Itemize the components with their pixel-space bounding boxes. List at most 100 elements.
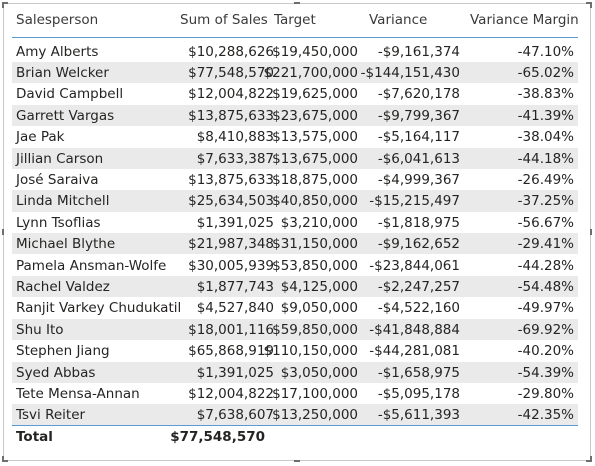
cell-salesperson: Brian Welcker	[16, 64, 109, 81]
column-header-sum-of-sales[interactable]: Sum of Sales	[180, 12, 268, 28]
cell-sum-of-sales: $12,004,822	[188, 385, 274, 402]
table-row[interactable]: Jillian Carson $7,633,387 $13,675,000 -$6,0…	[12, 147, 578, 169]
table-row[interactable]: Garrett Vargas $13,875,633 $23,675,000 -$9,…	[12, 104, 578, 127]
cell-salesperson: Tsvi Reiter	[16, 407, 86, 424]
table-row[interactable]: Rachel Valdez $1,877,743 $4,125,000 -$2,247…	[12, 275, 578, 298]
cell-sum-of-sales: $21,987,348	[188, 236, 274, 253]
cell-sum-of-sales: $1,391,025	[196, 364, 274, 381]
cell-variance-margin: -38.83%	[517, 86, 574, 103]
resize-handle-top[interactable]	[294, 2, 300, 4]
column-header-variance-margin[interactable]: Variance Margin	[470, 12, 579, 28]
cell-variance-margin: -56.67%	[517, 214, 574, 231]
cell-variance-margin: -40.20%	[517, 343, 574, 360]
cell-variance-margin: -26.49%	[517, 171, 574, 188]
cell-salesperson: Pamela Ansman-Wolfe	[16, 257, 167, 274]
cell-variance: -$144,151,430	[360, 64, 460, 81]
cell-salesperson: Shu Ito	[16, 321, 64, 338]
table-row[interactable]: Linda Mitchell $25,634,503 $40,850,000 -$15…	[12, 190, 578, 212]
table-row[interactable]: Tete Mensa-Annan $12,004,822 $17,100,000 -$…	[12, 383, 578, 404]
cell-target: $4,125,000	[280, 278, 358, 295]
cell-target: $23,675,000	[272, 107, 358, 124]
resize-handle-bottom-right[interactable]	[586, 460, 592, 462]
cell-variance-margin: -65.02%	[517, 64, 574, 81]
cell-variance-margin: -69.92%	[517, 321, 574, 338]
table-row[interactable]: Amy Alberts $10,288,626 $19,450,000 -$9,161…	[12, 41, 578, 62]
resize-handle-bottom-left[interactable]	[2, 460, 8, 462]
cell-variance: -$1,658,975	[377, 364, 460, 381]
cell-target: $9,050,000	[280, 300, 358, 317]
cell-target: $17,100,000	[272, 385, 358, 402]
cell-salesperson: Amy Alberts	[16, 43, 99, 60]
cell-salesperson: Ranjit Varkey Chudukatil	[16, 300, 182, 317]
table-row[interactable]: Shu Ito $18,001,116 $59,850,000 -$41,848,88…	[12, 318, 578, 341]
table-row[interactable]: Syed Abbas $1,391,025 $3,050,000 -$1,658,97…	[12, 361, 578, 383]
table-row[interactable]: José Saraiva $13,875,633 $18,875,000 -$4,99…	[12, 169, 578, 190]
cell-salesperson: Lynn Tsoflias	[16, 214, 101, 231]
cell-sum-of-sales: $65,868,919	[188, 343, 274, 360]
table-row[interactable]: Tsvi Reiter $7,638,607 $13,250,000 -$5,611,…	[12, 404, 578, 426]
cell-sum-of-sales: $4,527,840	[196, 300, 274, 317]
cell-sum-of-sales: $10,288,626	[188, 43, 274, 60]
cell-sum-of-sales: $1,391,025	[196, 214, 274, 231]
cell-target: $40,850,000	[272, 193, 358, 210]
cell-variance-margin: -44.28%	[517, 257, 574, 274]
cell-variance-margin: -54.48%	[517, 278, 574, 295]
cell-target: $19,625,000	[272, 86, 358, 103]
cell-variance-margin: -44.18%	[517, 150, 574, 167]
cell-salesperson: Rachel Valdez	[16, 278, 110, 295]
cell-sum-of-sales: $18,001,116	[188, 321, 274, 338]
total-label: Total	[16, 429, 53, 445]
cell-variance-margin: -37.25%	[517, 193, 574, 210]
resize-handle-top-right[interactable]	[586, 2, 592, 4]
cell-variance-margin: -29.41%	[517, 236, 574, 253]
cell-variance-margin: -29.80%	[517, 385, 574, 402]
column-header-salesperson[interactable]: Salesperson	[16, 12, 99, 28]
cell-salesperson: Linda Mitchell	[16, 193, 110, 210]
column-header-target[interactable]: Target	[274, 12, 316, 28]
cell-variance: -$15,215,497	[369, 193, 460, 210]
table-row[interactable]: David Campbell $12,004,822 $19,625,000 -$7,…	[12, 83, 578, 104]
resize-handle-left[interactable]	[2, 229, 4, 235]
cell-variance: -$23,844,061	[369, 257, 460, 274]
table-row[interactable]: Michael Blythe $21,987,348 $31,150,000 -$9,…	[12, 233, 578, 255]
resize-handle-bottom-right-v[interactable]	[590, 456, 592, 462]
cell-variance: -$5,095,178	[377, 385, 460, 402]
resize-handle-top-left-v[interactable]	[2, 2, 4, 8]
cell-target: $18,875,000	[272, 171, 358, 188]
cell-salesperson: Tete Mensa-Annan	[16, 385, 140, 402]
cell-salesperson: Syed Abbas	[16, 364, 96, 381]
table-row[interactable]: Lynn Tsoflias $1,391,025 $3,210,000 -$1,818…	[12, 212, 578, 233]
cell-salesperson: David Campbell	[16, 86, 124, 103]
cell-sum-of-sales: $7,633,387	[196, 150, 274, 167]
cell-sum-of-sales: $1,877,743	[196, 278, 274, 295]
resize-handle-bottom-left-v[interactable]	[2, 456, 4, 462]
resize-handle-bottom[interactable]	[294, 460, 300, 462]
table-row[interactable]: Pamela Ansman-Wolfe $30,005,939 $53,850,00…	[12, 255, 578, 276]
cell-target: $221,700,000	[263, 64, 358, 81]
header-divider	[12, 37, 578, 38]
table-row[interactable]: Jae Pak $8,410,883 $13,575,000 -$5,164,117 -…	[12, 126, 578, 147]
resize-handle-top-left[interactable]	[2, 2, 8, 4]
table-row[interactable]: Stephen Jiang $65,868,919 $110,150,000 -$44…	[12, 340, 578, 361]
cell-variance: -$4,522,160	[377, 300, 460, 317]
cell-variance-margin: -38.04%	[517, 129, 574, 146]
resize-handle-top-right-v[interactable]	[590, 2, 592, 8]
cell-variance-margin: -47.10%	[517, 43, 574, 60]
cell-target: $13,250,000	[272, 407, 358, 424]
cell-sum-of-sales: $7,638,607	[196, 407, 274, 424]
cell-sum-of-sales: $13,875,633	[188, 107, 274, 124]
cell-salesperson: Jillian Carson	[16, 150, 104, 167]
resize-handle-right[interactable]	[590, 229, 592, 235]
cell-variance: -$41,848,884	[369, 321, 460, 338]
cell-variance-margin: -41.39%	[517, 107, 574, 124]
cell-salesperson: Stephen Jiang	[16, 343, 110, 360]
table-row[interactable]: Brian Welcker $77,548,570 $221,700,000 -$14…	[12, 61, 578, 84]
table-row[interactable]: Ranjit Varkey Chudukatil $4,527,840 $9,050…	[12, 297, 578, 318]
total-divider	[12, 425, 578, 426]
cell-variance: -$9,799,367	[377, 107, 460, 124]
cell-sum-of-sales: $30,005,939	[188, 257, 274, 274]
cell-sum-of-sales: $77,548,570	[188, 64, 274, 81]
column-header-variance[interactable]: Variance	[369, 12, 428, 28]
cell-sum-of-sales: $12,004,822	[188, 86, 274, 103]
cell-salesperson: Michael Blythe	[16, 236, 116, 253]
